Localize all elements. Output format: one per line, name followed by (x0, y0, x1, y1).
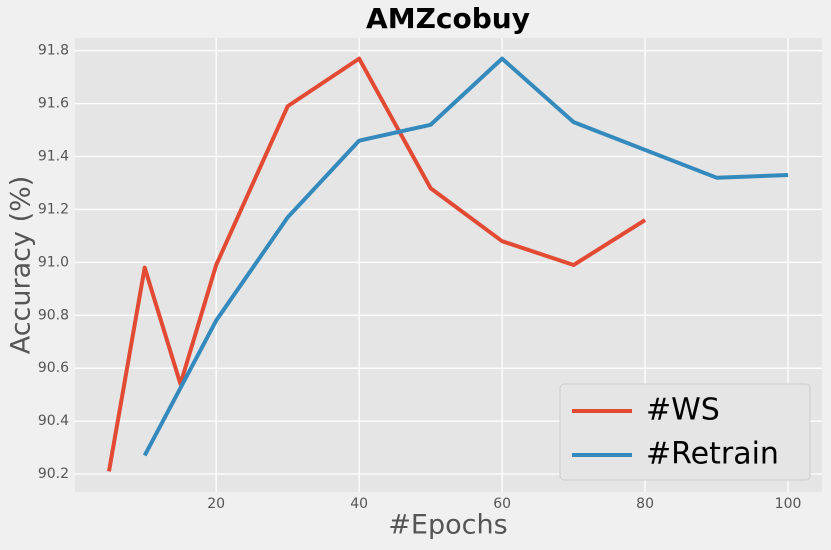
x-axis-label: #Epochs (388, 510, 507, 541)
legend-label: #Retrain (646, 437, 779, 472)
x-tick-label: 20 (207, 496, 225, 512)
y-tick-label: 90.4 (38, 413, 69, 429)
y-tick-label: 91.6 (38, 96, 69, 112)
chart-title: AMZcobuy (366, 2, 530, 35)
y-tick-label: 91.8 (38, 43, 69, 59)
x-tick-label: 80 (636, 496, 654, 512)
x-tick-label: 60 (493, 496, 511, 512)
x-tick-label: 40 (350, 496, 368, 512)
y-tick-label: 90.2 (38, 466, 69, 482)
x-tick-label: 100 (775, 496, 802, 512)
y-axis-label: Accuracy (%) (6, 176, 37, 355)
y-tick-label: 90.8 (38, 307, 69, 323)
legend-label: #WS (646, 393, 720, 428)
y-tick-label: 91.4 (38, 149, 69, 165)
y-tick-label: 90.6 (38, 360, 69, 376)
line-series (106, 56, 647, 472)
y-tick-label: 91.2 (38, 201, 69, 217)
y-tick-label: 91.0 (38, 254, 69, 270)
line-series (142, 56, 789, 457)
